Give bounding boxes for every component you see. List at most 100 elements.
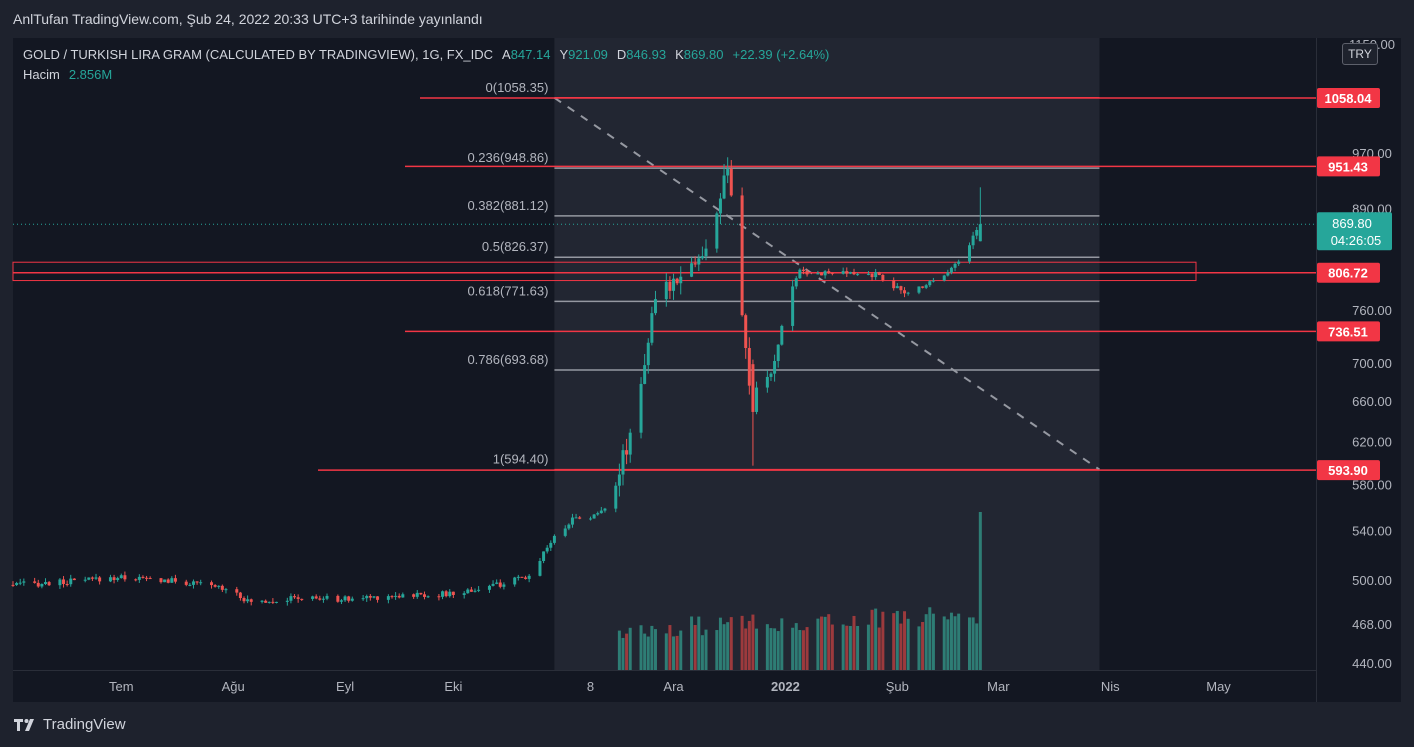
candle-body	[441, 591, 445, 597]
candle-body	[614, 485, 618, 509]
yaxis-area[interactable]	[1316, 38, 1401, 702]
volume-bar	[953, 616, 957, 670]
candle-body	[444, 591, 448, 597]
volume-bar	[845, 625, 849, 670]
candle-body	[220, 585, 224, 590]
x-axis-tick: Mar	[987, 679, 1010, 694]
candle-body	[856, 274, 860, 276]
candle-body	[448, 591, 452, 597]
candle-body	[36, 582, 40, 587]
volume-bar	[621, 637, 625, 670]
volume-layer	[617, 512, 982, 670]
candle-body	[90, 577, 94, 579]
candle-body	[592, 514, 596, 519]
candle-body	[426, 596, 430, 598]
candle-body	[260, 600, 264, 602]
price-label-bg	[1317, 156, 1380, 177]
candle-body	[653, 299, 657, 314]
candle-body	[603, 508, 607, 511]
y-axis-tick: 580.00	[1352, 477, 1392, 492]
candle-body	[715, 213, 719, 249]
volume-bar	[820, 616, 824, 670]
candle-body	[170, 578, 174, 583]
volume-bar	[791, 627, 795, 670]
countdown-label: 04:26:05	[1331, 233, 1382, 248]
price-labels-layer: 1058.04 951.43 806.72 736.51 593.90 869.80 04:…	[1317, 87, 1392, 481]
candle-body	[848, 272, 852, 274]
x-axis-tick: Eyl	[336, 679, 354, 694]
candle-body	[365, 596, 369, 599]
xaxis-area[interactable]	[13, 670, 1316, 702]
candle-body	[679, 276, 683, 284]
x-axis-tick: Tem	[109, 679, 134, 694]
candle-body	[422, 594, 426, 597]
candle-body	[852, 272, 856, 275]
candle-body	[877, 272, 881, 275]
candle-body	[195, 581, 199, 583]
candle-body	[625, 450, 629, 455]
candle-body	[520, 576, 524, 578]
volume-bar	[718, 617, 722, 670]
volume-bar	[805, 627, 809, 670]
candle-body	[704, 248, 708, 257]
legend-low-label: D	[616, 47, 627, 62]
fib-level-label: 1(594.40)	[493, 452, 549, 467]
candle-body	[596, 513, 600, 515]
candle-body	[372, 596, 376, 598]
volume-bar	[653, 629, 657, 670]
volume-bar	[625, 633, 629, 670]
legend-volume: 2.856M	[68, 67, 113, 82]
candle-body	[87, 577, 91, 580]
x-axis-tick: Şub	[886, 679, 909, 694]
candle-body	[841, 271, 845, 274]
candle-body	[827, 271, 831, 273]
candle-body	[516, 576, 520, 578]
candle-body	[199, 582, 203, 584]
volume-bar	[899, 623, 903, 670]
candle-body	[747, 348, 751, 386]
candles-layer	[11, 157, 982, 606]
tradingview-brand[interactable]: TradingView	[13, 716, 126, 733]
candle-body	[191, 581, 195, 585]
candle-body	[15, 583, 19, 585]
volume-bar	[794, 623, 798, 670]
candle-body	[394, 595, 398, 597]
candle-body	[108, 577, 112, 582]
candle-body	[141, 576, 145, 578]
candle-body	[567, 524, 571, 529]
candle-body	[527, 575, 531, 579]
candle-body	[318, 598, 322, 600]
candle-body	[285, 600, 289, 602]
y-axis-tick: 540.00	[1352, 523, 1392, 538]
price-label: 806.72	[1328, 266, 1368, 281]
candle-body	[339, 600, 343, 602]
candle-body	[895, 286, 899, 289]
candle-body	[646, 342, 650, 366]
volume-bar	[704, 629, 708, 670]
candle-body	[906, 292, 910, 294]
candle-body	[892, 280, 896, 289]
candle-body	[700, 256, 704, 259]
volume-bar	[895, 610, 899, 670]
fib-level-label: 0.382(881.12)	[467, 198, 548, 213]
volume-bar	[816, 618, 820, 670]
candle-body	[552, 535, 556, 543]
currency-button[interactable]: TRY	[1342, 43, 1378, 65]
candle-body	[740, 195, 744, 316]
candle-body	[675, 278, 679, 284]
candle-body	[466, 589, 470, 594]
candle-body	[22, 581, 26, 583]
volume-bar	[975, 623, 979, 670]
candle-body	[722, 175, 726, 199]
candle-body	[798, 269, 802, 279]
volume-bar	[646, 636, 650, 670]
candle-body	[823, 271, 827, 276]
tradingview-logo-icon	[14, 718, 34, 731]
candle-body	[47, 582, 51, 586]
candle-body	[967, 245, 971, 262]
legend-change: +22.39 (+2.64%)	[732, 47, 830, 62]
volume-bar	[801, 630, 805, 670]
candle-body	[173, 578, 177, 582]
legend-open: 847.14	[510, 47, 551, 62]
